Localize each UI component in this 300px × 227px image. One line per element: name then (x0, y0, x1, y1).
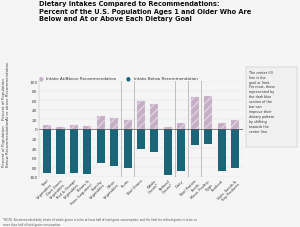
Bar (150, 105, 158, 129)
Bar (164, 128, 172, 129)
Text: ●: ● (126, 76, 131, 81)
Bar (231, 129, 239, 168)
Text: Intake Below Recommendation: Intake Below Recommendation (134, 76, 197, 80)
Bar (110, 119, 118, 129)
Bar (191, 98, 199, 129)
Bar (204, 97, 212, 129)
Text: *NOTE: Recommended daily intake of whole grains is to be at least half of total : *NOTE: Recommended daily intake of whole… (3, 217, 197, 226)
Bar (110, 129, 118, 167)
Bar (150, 129, 158, 152)
Bar (43, 126, 51, 129)
Bar (97, 116, 105, 129)
Bar (70, 129, 78, 173)
Bar (70, 126, 78, 129)
Text: Intake At/Above Recommendation: Intake At/Above Recommendation (46, 76, 117, 80)
Bar (218, 129, 226, 171)
Text: Dietary Intakes Compared to Recommendations:
Percent of the U.S. Population Ages: Dietary Intakes Compared to Recommendati… (39, 1, 251, 22)
Text: Percent of Population
Below Recommendation: Percent of Population Below Recommendati… (2, 119, 10, 167)
Bar (83, 126, 91, 129)
Text: Percent of Population
At or above Recommendation: Percent of Population At or above Recomm… (2, 62, 10, 120)
Text: ●: ● (39, 76, 44, 81)
Bar (137, 102, 145, 129)
Bar (204, 129, 212, 145)
Bar (43, 129, 51, 173)
Bar (137, 129, 145, 149)
Bar (164, 129, 172, 175)
Bar (231, 121, 239, 129)
Bar (191, 129, 199, 146)
Bar (218, 124, 226, 129)
Bar (177, 129, 185, 171)
Text: The center (0)
line is the
goal or limit.
For most, those
represented by
the dar: The center (0) line is the goal or limit… (248, 71, 275, 133)
Bar (124, 129, 132, 168)
Bar (83, 129, 91, 174)
Bar (177, 124, 185, 129)
Bar (124, 121, 132, 129)
Bar (97, 129, 105, 164)
Bar (56, 127, 64, 129)
Bar (56, 129, 64, 175)
